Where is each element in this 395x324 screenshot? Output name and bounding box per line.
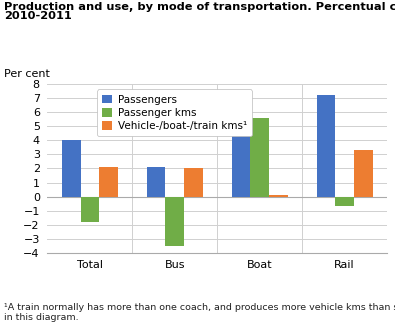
Bar [232,131,250,197]
Bar [62,140,81,197]
Bar [335,197,354,206]
Bar [269,195,288,197]
Text: Production and use, by mode of transportation. Percentual change: Production and use, by mode of transport… [4,2,395,12]
Bar [81,197,99,222]
Bar [147,167,166,197]
Bar [184,168,203,197]
Text: 2010-2011: 2010-2011 [4,11,72,21]
Text: Per cent: Per cent [4,69,50,79]
Legend: Passengers, Passenger kms, Vehicle-/boat-/train kms¹: Passengers, Passenger kms, Vehicle-/boat… [97,89,252,136]
Bar [166,197,184,246]
Bar [250,118,269,197]
Bar [354,150,372,197]
Bar [99,167,118,197]
Bar [317,96,335,197]
Text: ¹A train normally has more than one coach, and produces more vehicle kms than sh: ¹A train normally has more than one coac… [4,303,395,322]
